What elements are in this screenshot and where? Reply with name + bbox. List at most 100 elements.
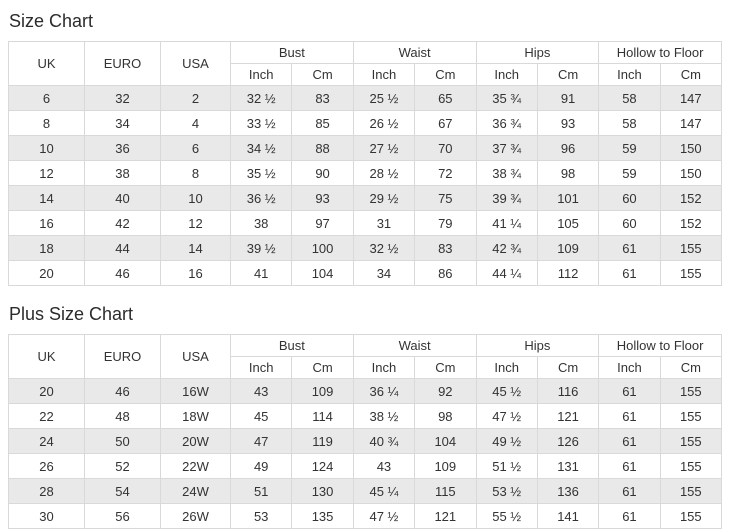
table-cell: 53 xyxy=(229,503,293,529)
table-cell: 6 xyxy=(160,135,231,161)
table-cell: 121 xyxy=(536,403,600,429)
table-cell: 104 xyxy=(291,260,354,286)
table-cell: 124 xyxy=(291,453,354,479)
table-cell: 121 xyxy=(414,503,477,529)
table-cell: 20 xyxy=(8,260,85,286)
table-cell: 91 xyxy=(536,85,600,111)
table-cell: 44 ¼ xyxy=(475,260,538,286)
table-cell: 35 ¾ xyxy=(475,85,538,111)
table-cell: 8 xyxy=(160,160,231,186)
col-header-hips-inch: Inch xyxy=(475,356,538,379)
col-header-hollow-inch: Inch xyxy=(598,63,661,86)
table-cell: 16W xyxy=(160,378,231,404)
plus-size-chart-header: UK EURO USA Bust Waist Hips Hollow to Fl… xyxy=(8,334,723,379)
table-cell: 35 ½ xyxy=(229,160,293,186)
plus-size-chart-table: UK EURO USA Bust Waist Hips Hollow to Fl… xyxy=(8,334,723,529)
table-cell: 26W xyxy=(160,503,231,529)
table-cell: 61 xyxy=(598,403,661,429)
table-cell: 24 xyxy=(8,428,85,454)
table-row: 30 56 26W 53 135 47 ½ 121 55 ½ 141 61 155 xyxy=(8,503,723,529)
table-cell: 67 xyxy=(414,110,477,136)
table-cell: 32 xyxy=(84,85,161,111)
table-cell: 72 xyxy=(414,160,477,186)
table-cell: 65 xyxy=(414,85,477,111)
table-cell: 86 xyxy=(414,260,477,286)
col-header-bust-inch: Inch xyxy=(229,356,293,379)
header-sub-row: Inch Cm Inch Cm Inch Cm Inch Cm xyxy=(9,63,723,86)
table-cell: 49 ½ xyxy=(475,428,538,454)
col-header-usa: USA xyxy=(160,334,231,379)
table-cell: 48 xyxy=(84,403,161,429)
table-cell: 40 xyxy=(84,185,161,211)
table-cell: 22W xyxy=(160,453,231,479)
table-cell: 130 xyxy=(291,478,354,504)
col-header-bust: Bust xyxy=(230,41,354,64)
table-cell: 14 xyxy=(8,185,85,211)
table-cell: 93 xyxy=(536,110,600,136)
col-header-bust: Bust xyxy=(230,334,354,357)
table-cell: 8 xyxy=(8,110,85,136)
table-row: 20 46 16W 43 109 36 ¼ 92 45 ½ 116 61 155 xyxy=(8,378,723,404)
table-cell: 41 xyxy=(229,260,293,286)
col-header-waist-cm: Cm xyxy=(414,63,477,86)
col-header-waist: Waist xyxy=(352,334,477,357)
table-cell: 43 xyxy=(229,378,293,404)
table-cell: 109 xyxy=(536,235,600,261)
col-header-hips: Hips xyxy=(475,334,600,357)
table-cell: 61 xyxy=(598,453,661,479)
table-cell: 12 xyxy=(8,160,85,186)
table-cell: 16 xyxy=(8,210,85,236)
col-header-hips-cm: Cm xyxy=(536,356,600,379)
table-cell: 61 xyxy=(598,428,661,454)
header-group-row: UK EURO USA Bust Waist Hips Hollow to Fl… xyxy=(8,334,722,379)
table-cell: 58 xyxy=(598,85,661,111)
table-cell: 42 ¾ xyxy=(475,235,538,261)
table-cell: 98 xyxy=(414,403,477,429)
table-cell: 104 xyxy=(414,428,477,454)
table-cell: 32 ½ xyxy=(229,85,293,111)
table-cell: 61 xyxy=(598,478,661,504)
table-cell: 10 xyxy=(8,135,85,161)
table-row: 6 32 2 32 ½ 83 25 ½ 65 35 ¾ 91 58 147 xyxy=(8,85,723,111)
col-header-euro: EURO xyxy=(84,334,161,379)
col-header-hollow-to-floor: Hollow to Floor xyxy=(598,41,722,64)
col-header-usa: USA xyxy=(160,41,231,86)
table-cell: 97 xyxy=(291,210,354,236)
table-cell: 54 xyxy=(84,478,161,504)
table-cell: 147 xyxy=(659,110,723,136)
col-header-hollow-cm: Cm xyxy=(659,63,723,86)
table-cell: 49 xyxy=(229,453,293,479)
table-cell: 39 ¾ xyxy=(475,185,538,211)
table-cell: 30 xyxy=(8,503,85,529)
col-header-waist-inch: Inch xyxy=(352,63,416,86)
table-cell: 47 ½ xyxy=(475,403,538,429)
table-cell: 126 xyxy=(536,428,600,454)
table-cell: 14 xyxy=(160,235,231,261)
table-cell: 29 ½ xyxy=(352,185,416,211)
size-chart-header: UK EURO USA Bust Waist Hips Hollow to Fl… xyxy=(8,41,723,86)
table-cell: 50 xyxy=(84,428,161,454)
table-row: 28 54 24W 51 130 45 ¼ 115 53 ½ 136 61 155 xyxy=(8,478,723,504)
table-cell: 70 xyxy=(414,135,477,161)
table-cell: 39 ½ xyxy=(229,235,293,261)
table-cell: 46 xyxy=(84,378,161,404)
table-cell: 59 xyxy=(598,160,661,186)
table-cell: 114 xyxy=(291,403,354,429)
table-row: 18 44 14 39 ½ 100 32 ½ 83 42 ¾ 109 61 155 xyxy=(8,235,723,261)
table-cell: 53 ½ xyxy=(475,478,538,504)
table-cell: 100 xyxy=(291,235,354,261)
table-cell: 115 xyxy=(414,478,477,504)
table-cell: 33 ½ xyxy=(229,110,293,136)
table-cell: 18W xyxy=(160,403,231,429)
table-cell: 16 xyxy=(160,260,231,286)
table-cell: 61 xyxy=(598,260,661,286)
table-cell: 98 xyxy=(536,160,600,186)
table-cell: 22 xyxy=(8,403,85,429)
table-cell: 155 xyxy=(659,428,723,454)
table-cell: 147 xyxy=(659,85,723,111)
table-cell: 155 xyxy=(659,260,723,286)
table-cell: 2 xyxy=(160,85,231,111)
table-cell: 93 xyxy=(291,185,354,211)
table-cell: 141 xyxy=(536,503,600,529)
table-row: 22 48 18W 45 114 38 ½ 98 47 ½ 121 61 155 xyxy=(8,403,723,429)
